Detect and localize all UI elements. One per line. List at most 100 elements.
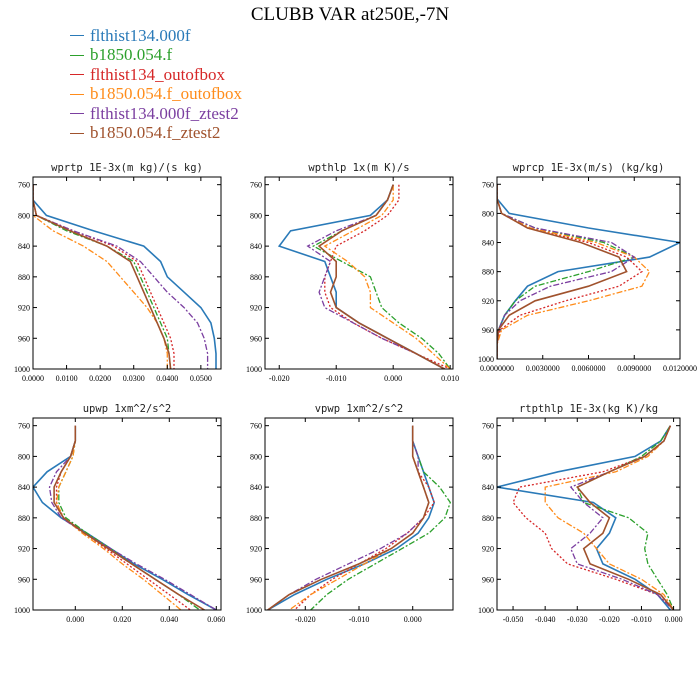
chart-panel: upwp 1xm^2/s^2 760 800 840 880 920 960 1000 0.00… xyxy=(14,403,225,624)
y-tick-label: 760 xyxy=(250,181,262,190)
series-line xyxy=(569,425,675,610)
series-line xyxy=(33,184,168,369)
chart-panel: rtpthlp 1E-3x(kg K)/kg 760 800 840 880 920 960… xyxy=(478,403,683,624)
legend-label: flthist134.000f_ztest2 xyxy=(90,103,239,123)
legend-item: b1850.054.f_outofbox xyxy=(70,84,242,105)
y-tick-label: 920 xyxy=(250,304,262,313)
x-tick-label: 0.000 xyxy=(384,374,402,383)
legend-swatch xyxy=(70,54,84,56)
y-tick-label: 800 xyxy=(250,452,262,461)
series-line xyxy=(267,425,430,610)
chart-panel: wpthlp 1x(m K)/s 760 800 840 880 920 960 1000 -0… xyxy=(246,162,459,383)
x-tick-label: 0.0400 xyxy=(156,374,178,383)
series-line xyxy=(497,425,672,610)
y-tick-label: 840 xyxy=(482,239,494,248)
y-tick-label: 760 xyxy=(250,422,262,431)
y-tick-label: 880 xyxy=(18,514,30,523)
x-tick-label: 0.0000000 xyxy=(480,364,514,373)
series-line xyxy=(33,184,175,369)
series-line xyxy=(33,425,217,610)
y-tick-label: 920 xyxy=(18,545,30,554)
y-tick-label: 960 xyxy=(482,326,494,335)
y-tick-label: 960 xyxy=(250,575,262,584)
y-tick-label: 840 xyxy=(482,483,494,492)
series-line xyxy=(544,425,675,610)
y-tick-label: 960 xyxy=(482,575,494,584)
series-line xyxy=(324,184,451,369)
series-line xyxy=(576,425,675,610)
x-tick-label: -0.030 xyxy=(567,615,588,624)
series-line xyxy=(33,184,172,369)
x-tick-label: 0.0120000 xyxy=(663,364,697,373)
y-tick-label: 920 xyxy=(482,297,494,306)
legend-label: b1850.054.f xyxy=(90,45,173,65)
legend-item: flthist134_outofbox xyxy=(70,65,242,85)
y-tick-label: 920 xyxy=(482,545,494,554)
series-line xyxy=(267,425,436,610)
series-line xyxy=(58,425,201,610)
y-tick-label: 760 xyxy=(18,422,30,431)
panel-title: vpwp 1xm^2/s^2 xyxy=(315,403,404,415)
legend-swatch xyxy=(70,35,84,37)
series-line xyxy=(33,184,209,369)
y-tick-label: 840 xyxy=(18,483,30,492)
x-tick-label: 0.0300 xyxy=(123,374,145,383)
y-tick-label: 840 xyxy=(18,242,30,251)
y-tick-label: 800 xyxy=(18,452,30,461)
plot-frame xyxy=(264,176,454,370)
y-tick-label: 1000 xyxy=(14,606,30,615)
x-tick-label: -0.020 xyxy=(295,615,316,624)
y-tick-label: 800 xyxy=(18,211,30,220)
x-tick-label: 0.0030000 xyxy=(526,364,560,373)
y-tick-label: 920 xyxy=(250,545,262,554)
chart-panel: wprtp 1E-3x(m kg)/(s kg) 760 800 840 880 920 9… xyxy=(14,162,222,383)
legend-swatch xyxy=(70,132,84,134)
x-tick-label: 0.000 xyxy=(404,615,422,624)
series-line xyxy=(576,425,675,610)
y-tick-label: 960 xyxy=(18,334,30,343)
x-tick-label: 0.0000 xyxy=(22,374,44,383)
legend: flthist134.000f b1850.054.f flthist134_out… xyxy=(70,26,242,143)
y-tick-label: 1000 xyxy=(246,365,262,374)
panel-title: wprcp 1E-3x(m/s) (kg/kg) xyxy=(513,162,665,174)
series-line xyxy=(53,425,205,610)
x-tick-label: 0.000 xyxy=(665,615,683,624)
x-tick-label: 0.010 xyxy=(441,374,459,383)
y-tick-label: 840 xyxy=(250,242,262,251)
series-line xyxy=(497,184,636,359)
y-tick-label: 800 xyxy=(250,211,262,220)
y-tick-label: 760 xyxy=(482,180,494,189)
plot-frame xyxy=(496,176,681,360)
legend-item: b1850.054.f_ztest2 xyxy=(70,123,242,144)
y-tick-label: 960 xyxy=(18,575,30,584)
y-tick-label: 880 xyxy=(482,268,494,277)
series-line xyxy=(33,184,172,369)
x-tick-label: -0.010 xyxy=(631,615,652,624)
legend-label: flthist134_outofbox xyxy=(90,64,226,84)
legend-item: b1850.054.f xyxy=(70,45,242,66)
plot-frame xyxy=(32,417,222,611)
x-tick-label: 0.0060000 xyxy=(572,364,606,373)
legend-item: flthist134.000f xyxy=(70,26,242,46)
x-tick-label: 0.020 xyxy=(113,615,131,624)
y-tick-label: 800 xyxy=(482,209,494,218)
y-tick-label: 840 xyxy=(250,483,262,492)
x-tick-label: -0.010 xyxy=(349,615,370,624)
panel-title: upwp 1xm^2/s^2 xyxy=(83,403,172,415)
series-line xyxy=(497,184,643,359)
y-tick-label: 880 xyxy=(482,514,494,523)
y-tick-label: 920 xyxy=(18,304,30,313)
legend-swatch xyxy=(70,93,84,95)
legend-label: flthist134.000f xyxy=(90,25,191,45)
y-tick-label: 880 xyxy=(250,273,262,282)
x-tick-label: -0.020 xyxy=(269,374,290,383)
panel-title: wprtp 1E-3x(m kg)/(s kg) xyxy=(51,162,203,174)
legend-item: flthist134.000f_ztest2 xyxy=(70,104,242,124)
x-tick-label: -0.050 xyxy=(503,615,524,624)
y-tick-label: 1000 xyxy=(478,606,494,615)
series-line xyxy=(497,184,637,359)
y-tick-label: 760 xyxy=(18,181,30,190)
x-tick-label: 0.040 xyxy=(160,615,178,624)
y-tick-label: 760 xyxy=(482,422,494,431)
y-tick-label: 880 xyxy=(250,514,262,523)
